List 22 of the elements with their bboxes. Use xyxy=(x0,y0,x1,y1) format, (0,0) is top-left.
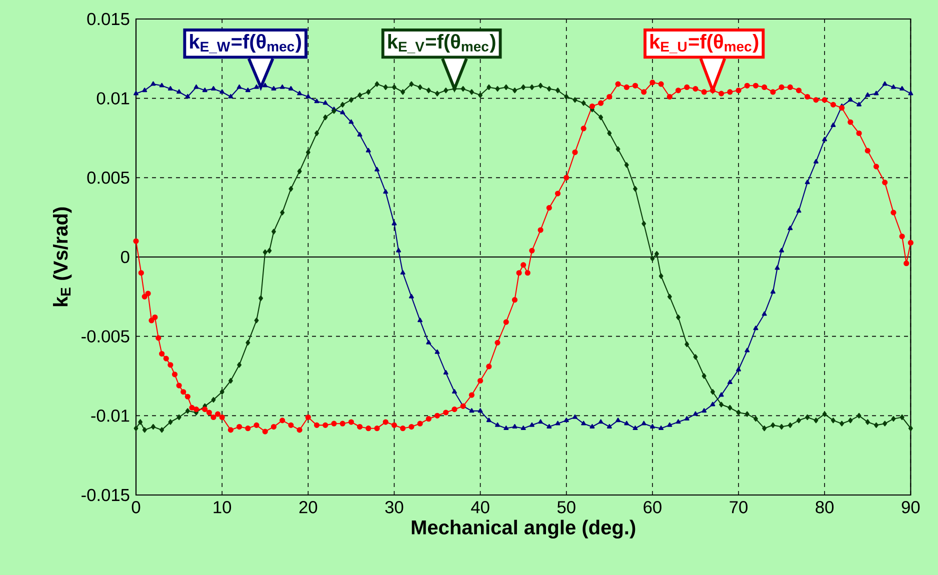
y-tick-label: 0.005 xyxy=(87,172,130,184)
y-tick-label: -0.005 xyxy=(82,330,130,342)
x-tick-label: 60 xyxy=(644,501,662,514)
x-tick-label: 10 xyxy=(214,501,232,514)
series-label: k$_{E_U}$=f(θ$_{mec}$) xyxy=(650,34,758,54)
x-tick-label: 30 xyxy=(385,501,404,514)
y-tick-label: -0.01 xyxy=(91,410,130,422)
x-tick-label: 40 xyxy=(471,501,490,514)
series-label: k$_{E_V}$=f(θ$_{mec}$) xyxy=(388,34,496,54)
y-axis-title: k$_{E}$ (Vs/rad) xyxy=(53,207,72,306)
x-axis-title: Mechanical angle (deg.) xyxy=(412,520,636,539)
y-tick-label: 0 xyxy=(120,250,130,264)
x-tick-label: 0 xyxy=(132,501,140,514)
x-tick-label: 90 xyxy=(902,501,920,514)
y-tick-label: 0.015 xyxy=(87,12,130,26)
x-tick-label: 20 xyxy=(299,501,318,514)
series-label: k$_{E_W}$=f(θ$_{mec}$) xyxy=(190,34,301,54)
x-tick-label: 50 xyxy=(557,501,576,514)
x-tick-label: 70 xyxy=(730,501,748,514)
y-tick-label: 0.01 xyxy=(96,92,130,104)
y-tick-label: -0.015 xyxy=(82,488,130,502)
x-tick-label: 80 xyxy=(816,501,834,514)
